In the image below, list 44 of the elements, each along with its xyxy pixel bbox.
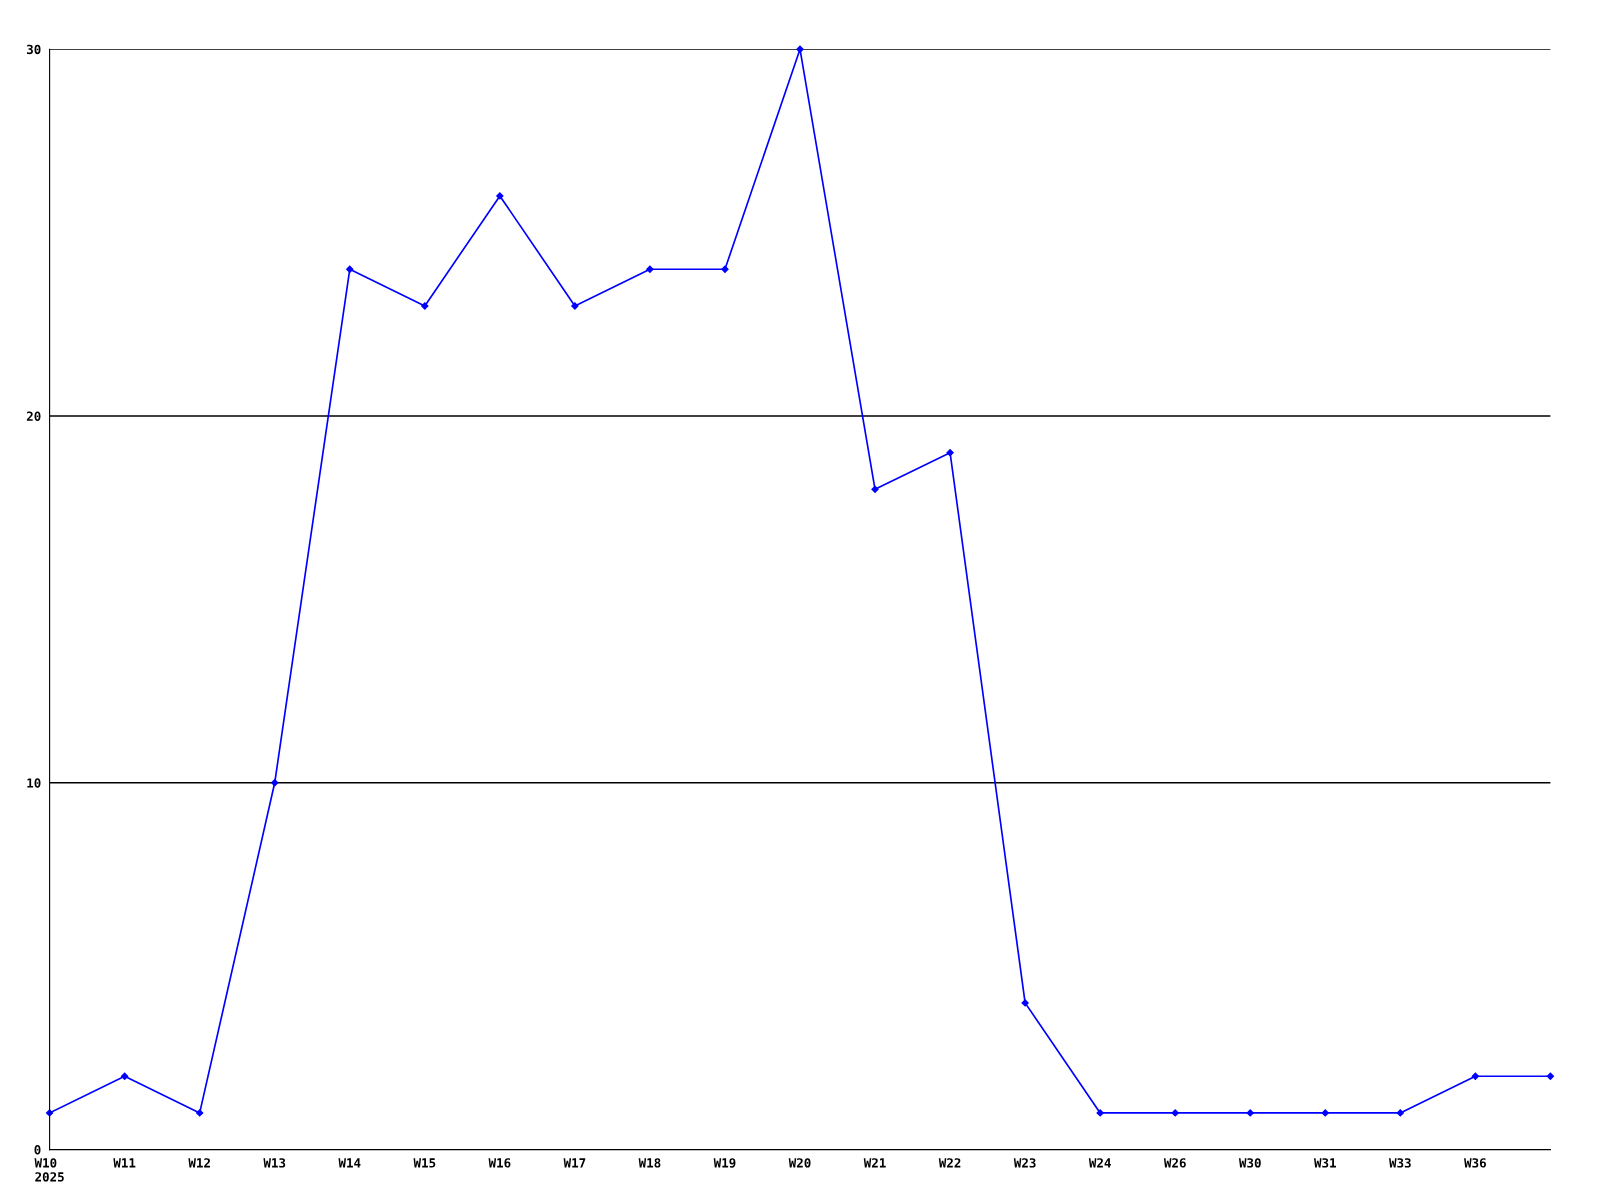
x-tick-label: W30 [1238,1158,1261,1168]
point [421,302,429,310]
point [1321,1109,1329,1117]
point [496,192,504,200]
point [271,779,279,787]
point [871,485,879,494]
x-tick-label: W13 [263,1158,286,1168]
point [1096,1109,1104,1117]
x-tick-label: W14 [338,1158,361,1168]
point [1471,1072,1480,1080]
x-tick-label: W17 [563,1158,586,1168]
y-tick-label: 20 [26,411,41,421]
x-tick-label: W36 [1464,1158,1486,1168]
point [1396,1109,1404,1117]
point [646,265,654,273]
x-tick-label: W23 [1013,1158,1036,1168]
point [796,45,804,53]
x-tick-label: W21 [863,1158,886,1168]
x-tick-label: W22 [938,1158,961,1168]
x-tick-label: W12 [188,1158,210,1168]
point [1021,999,1029,1007]
point [196,1109,204,1117]
point [1171,1109,1179,1117]
point [946,449,954,457]
x-tick-label: W31 [1313,1158,1336,1168]
y-tick-label: 0 [34,1145,41,1155]
x-tick-label: W33 [1389,1158,1411,1168]
x-tick-label: W18 [638,1158,661,1168]
x-tick-label: W15 [413,1158,436,1168]
x-tick-label: W19 [713,1158,736,1168]
y-tick-label: 30 [26,44,41,55]
y-tick-label: 10 [27,778,41,788]
x-tick-label: W20 [788,1158,811,1168]
x-tick-label: W26 [1163,1158,1186,1168]
point [346,265,354,273]
point [721,265,729,273]
x-tick-label: W11 [113,1158,136,1168]
x-tick-label: W16 [488,1158,511,1168]
point [1246,1109,1254,1117]
point [1546,1072,1555,1080]
point [571,302,579,310]
x-tick-label: W10 2025 [34,1158,64,1182]
x-tick-label: W24 [1088,1158,1111,1168]
point [120,1072,129,1080]
